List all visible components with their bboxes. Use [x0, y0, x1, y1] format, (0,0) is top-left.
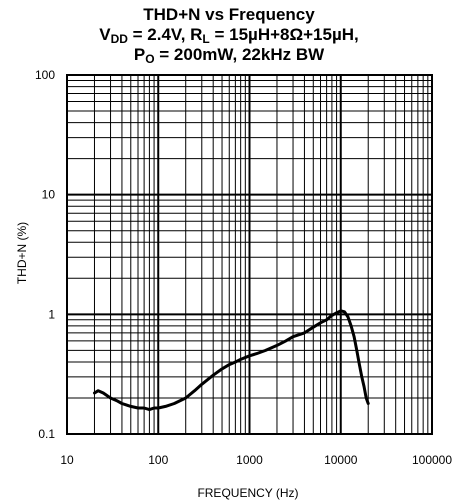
subtitle-rl-value: = 15µH+8Ω+15µH,	[209, 25, 359, 44]
x-axis-label: FREQUENCY (Hz)	[197, 486, 298, 500]
subtitle-vdd-symbol: V	[99, 25, 111, 44]
x-tick-label: 10000	[324, 453, 358, 467]
x-tick-label: 100	[148, 453, 168, 467]
x-tick-label: 100000	[412, 453, 452, 467]
subtitle-rl-subscript: L	[202, 32, 210, 46]
subtitle-po-symbol: P	[133, 45, 146, 64]
series-layer	[93, 309, 370, 412]
plot-frame	[66, 74, 433, 435]
y-tick-label: 10	[42, 188, 56, 202]
chart-subtitle-line-1: VDD = 2.4V, RL = 15µH+8Ω+15µH,	[0, 25, 458, 46]
tick-labels: 10 100 1000 10000 100000 0.1 1 10 100	[35, 68, 452, 467]
x-tick-label: 1000	[236, 453, 263, 467]
chart-subtitle-line-2: PO = 200mW, 22kHz BW	[0, 45, 458, 66]
subtitle-vdd-value: = 2.4V, R	[127, 25, 203, 44]
y-tick-label: 1	[48, 307, 55, 321]
subtitle-po-value: = 200mW, 22kHz BW	[154, 45, 325, 64]
y-tick-label: 100	[35, 68, 55, 82]
subtitle-vdd-subscript: DD	[110, 32, 128, 46]
y-tick-label: 0.1	[38, 427, 55, 441]
subtitle-po-subscript: O	[145, 52, 155, 66]
y-axis-label: THD+N (%)	[15, 222, 29, 284]
x-tick-label: 10	[60, 453, 74, 467]
series-line-thd-n	[93, 309, 370, 412]
chart-title: THD+N vs Frequency	[143, 5, 315, 24]
